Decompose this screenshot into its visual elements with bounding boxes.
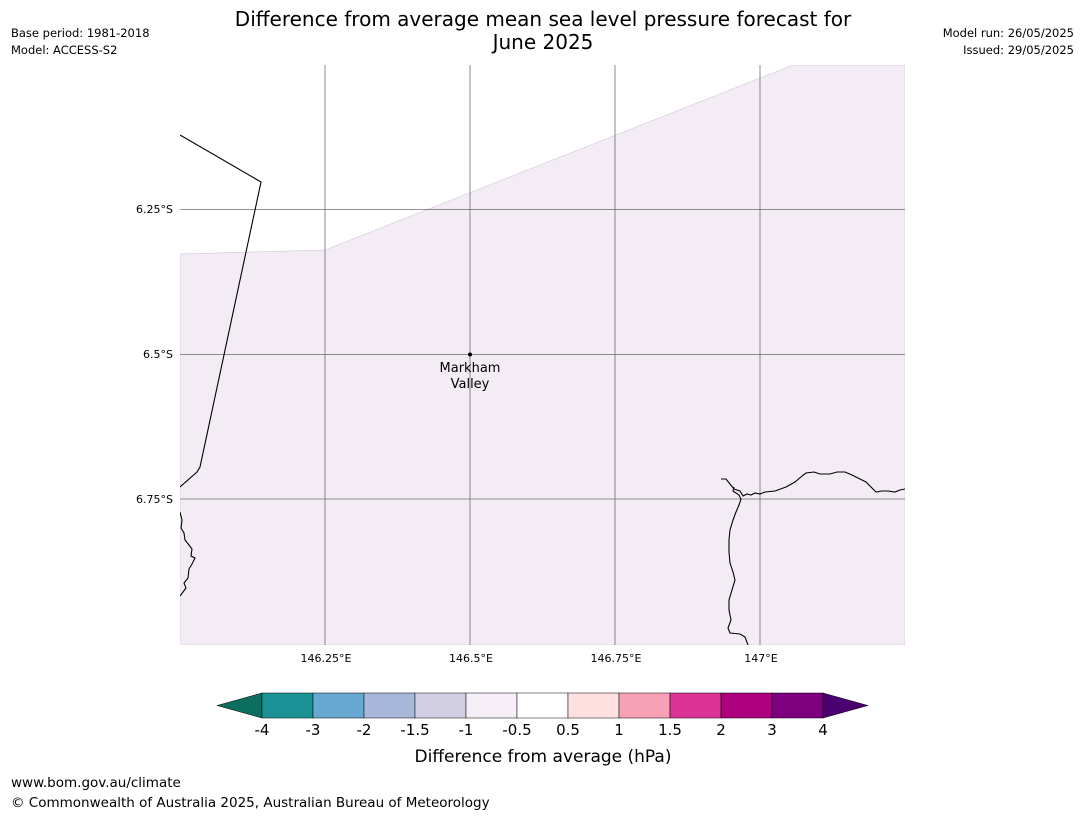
colorbar-cell [312, 692, 365, 719]
pressure-anomaly-area [180, 65, 905, 645]
colorbar-tick-label: -3 [306, 721, 321, 739]
colorbar-cell [465, 692, 518, 719]
colorbar-cell [363, 692, 416, 719]
colorbar-cell [618, 692, 671, 719]
colorbar-cell [771, 692, 824, 719]
coastline-river [727, 486, 749, 645]
colorbar-tick-label: -1.5 [400, 721, 429, 739]
lat-label-6-5: 6.5°S [143, 348, 173, 361]
boundary-line [180, 134, 262, 488]
colorbar-tick-label: 3 [767, 721, 777, 739]
colorbar-extend-low [216, 692, 263, 719]
map-title: Difference from average mean sea level p… [200, 8, 886, 54]
lon-label-147: 147°E [744, 652, 777, 665]
graticule [180, 65, 905, 645]
colorbar-cell [669, 692, 722, 719]
location-label-line-1: Markham [440, 361, 501, 376]
lon-label-146-25: 146.25°E [301, 652, 352, 665]
colorbar: -4 -3 -2 -1.5 -1 -0.5 0.5 1 1.5 2 3 4 Difference fr… [216, 692, 869, 767]
lat-label-6-25: 6.25°S [136, 203, 173, 216]
colorbar-tick-label: -0.5 [502, 721, 531, 739]
model-run-text: Model run: 26/05/2025 [942, 26, 1074, 40]
website-link[interactable]: www.bom.gov.au/climate [11, 775, 181, 791]
colorbar-tick-label: -2 [357, 721, 372, 739]
copyright-text: © Commonwealth of Australia 2025, Austra… [11, 795, 490, 811]
forecast-info-right: Model run: 26/05/2025 Issued: 29/05/2025 [943, 25, 1074, 59]
longitude-labels: 146.25°E 146.5°E 146.75°E 147°E [301, 652, 778, 665]
latitude-labels: 6.25°S 6.5°S 6.75°S [136, 203, 173, 506]
colorbar-tick-label: 4 [818, 721, 828, 739]
location-label-line-2: Valley [451, 377, 490, 392]
model-text: Model: ACCESS-S2 [11, 43, 118, 57]
colorbar-tick-label: -4 [255, 721, 270, 739]
forecast-info-left: Base period: 1981-2018 Model: ACCESS-S2 [11, 25, 150, 59]
coastline-huon-gulf [721, 471, 905, 497]
lon-label-146-75: 146.75°E [591, 652, 642, 665]
colorbar-extend-high [822, 692, 869, 719]
map-panel [180, 65, 905, 645]
colorbar-tick-labels: -4 -3 -2 -1.5 -1 -0.5 0.5 1 1.5 2 3 4 [255, 721, 828, 739]
colorbar-cell [567, 692, 620, 719]
colorbar-cell [516, 692, 569, 719]
lon-label-146-5: 146.5°E [449, 652, 493, 665]
colorbar-cell [261, 692, 314, 719]
colorbar-cell [414, 692, 467, 719]
location-marker [468, 352, 472, 357]
lat-label-6-75: 6.75°S [136, 493, 173, 506]
colorbar-tick-label: 1 [614, 721, 624, 739]
colorbar-tick-label: -1 [459, 721, 474, 739]
colorbar-cell [720, 692, 773, 719]
base-period-text: Base period: 1981-2018 [11, 26, 150, 40]
coastlines [180, 134, 905, 645]
title-line-2: June 2025 [492, 30, 594, 54]
title-line-1: Difference from average mean sea level p… [234, 7, 852, 31]
colorbar-cells [261, 692, 824, 719]
coastline-west [180, 511, 196, 597]
colorbar-tick-label: 2 [716, 721, 726, 739]
colorbar-label: Difference from average (hPa) [415, 747, 672, 767]
issued-text: Issued: 29/05/2025 [963, 43, 1074, 57]
colorbar-tick-label: 0.5 [556, 721, 580, 739]
colorbar-tick-label: 1.5 [658, 721, 682, 739]
